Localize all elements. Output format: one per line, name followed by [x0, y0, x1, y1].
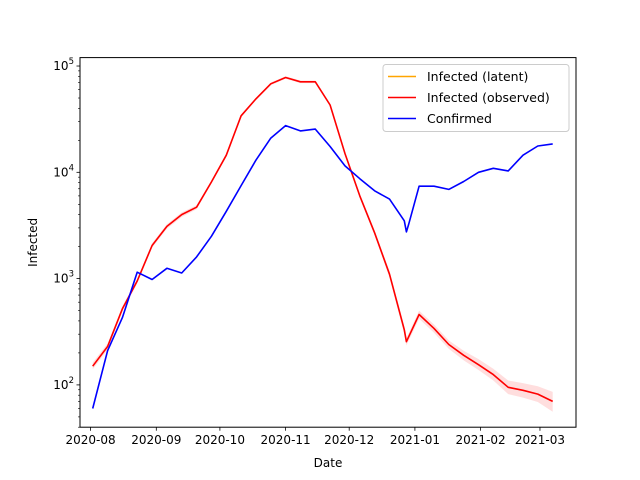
axes-frame: [79, 57, 577, 428]
x-tick-label: 2020-08: [66, 433, 116, 447]
legend: Infected (latent) Infected (observed) Conf…: [382, 64, 570, 132]
legend-label: Infected (latent): [427, 69, 528, 84]
x-tick-label: 2020-11: [261, 433, 311, 447]
x-tick-label: 2021-03: [515, 433, 565, 447]
legend-label: Infected (observed): [427, 90, 550, 105]
x-tick-label: 2021-02: [456, 433, 506, 447]
y-axis-label: Infected: [26, 218, 40, 267]
x-axis: 2020-08 2020-09 2020-10 2020-11 2020-12 2021-…: [66, 427, 565, 447]
y-tick-label: 103: [53, 270, 74, 286]
y-tick-label: 102: [53, 376, 74, 392]
legend-box: [382, 64, 570, 132]
plot-area: [91, 76, 554, 412]
y-axis: 102 103 104 105: [53, 57, 80, 428]
x-tick-label: 2020-09: [131, 433, 181, 447]
x-tick-label: 2021-01: [390, 433, 440, 447]
y-tick-label: 104: [53, 163, 74, 179]
series-line-2: [91, 124, 553, 409]
x-tick-label: 2020-10: [195, 433, 245, 447]
y-tick-label: 105: [53, 57, 74, 73]
series-line-1: [92, 76, 554, 403]
x-axis-label: Date: [314, 456, 343, 470]
legend-label: Confirmed: [427, 111, 492, 126]
x-tick-label: 2020-12: [324, 433, 374, 447]
